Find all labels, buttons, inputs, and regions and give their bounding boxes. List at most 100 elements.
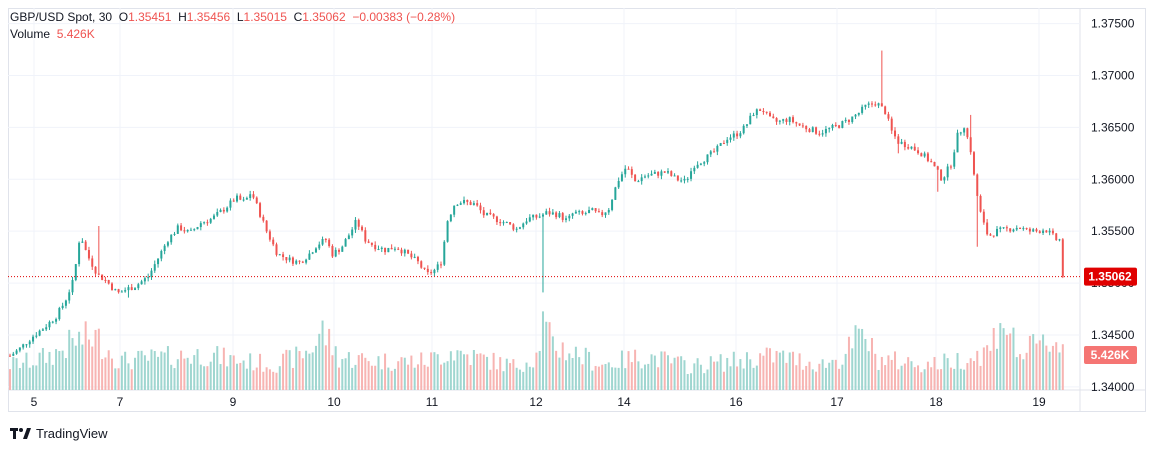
volume-bar [196,349,199,390]
volume-bar [91,346,94,390]
candle-body [989,234,992,236]
volume-bar [387,367,390,390]
volume-bar [630,362,633,390]
volume-bar [170,364,173,390]
candle-body [601,212,604,216]
candle-body [788,117,791,122]
volume-bar [792,351,795,390]
candle-body [726,139,729,144]
price-chart[interactable]: 1.37500 1.37000 1.36500 1.36000 1.35500 1.350… [8,8,1146,412]
volume-bar [851,348,854,390]
volume-bar [219,364,222,390]
volume-bar [180,350,183,390]
candle-body [499,222,502,224]
legend-high-label: H [178,10,187,24]
volume-bar [722,371,725,390]
candle-body [663,171,666,173]
candle-body [568,215,571,219]
chart-area[interactable]: 1.37500 1.37000 1.36500 1.36000 1.35500 1.350… [8,8,1146,412]
candle-body [515,228,518,230]
volume-bar [1038,340,1041,390]
candle-body [18,347,21,351]
volume-bar [318,333,321,390]
candle-body [301,261,304,263]
legend-close-value: 1.35062 [302,10,346,24]
volume-bar [252,370,255,390]
candle-body [449,214,452,222]
volume-bar [535,352,538,390]
candle-body [420,261,423,268]
volume-bar [110,358,113,390]
volume-bar [614,367,617,390]
x-tick-label: 19 [1032,395,1046,409]
candle-body [834,124,837,126]
candle-body [439,264,442,266]
volume-bar [755,365,758,390]
volume-bar [532,367,535,390]
candle-body [986,222,989,235]
volume-bar [84,321,87,390]
volume-bar [28,367,31,390]
candle-body [742,125,745,134]
volume-bar [538,350,541,390]
volume-bar [150,349,153,390]
volume-bar [505,358,508,390]
volume-bar [1002,328,1005,390]
volume-bar [693,363,696,390]
candle-body [772,116,775,119]
volume-bar [1022,359,1025,390]
volume-bar [808,361,811,390]
volume-bar [597,366,600,390]
candle-body [78,242,81,265]
volume-bar [976,350,979,390]
volume-bar [943,353,946,390]
candle-body [755,109,758,115]
volume-bar [216,346,219,390]
candle-body [157,258,160,265]
candle-body [729,137,732,140]
volume-bar [482,354,485,390]
candle-body [538,216,541,218]
tradingview-brand[interactable]: TradingView [10,426,108,441]
volume-bar [328,328,331,390]
volume-bar [203,366,206,390]
volume-bar [12,357,15,390]
volume-bar [324,345,327,390]
candle-body [1061,239,1064,277]
volume-bar [788,352,791,390]
candle-body [607,209,610,213]
candle-body [703,162,706,164]
volume-bar [1042,334,1045,390]
volume-bar [245,368,248,390]
ohlc-legend: GBP/USD Spot, 30 O1.35451 H1.35456 L1.35… [10,10,455,24]
candle-body [861,106,864,113]
volume-bar [18,368,21,390]
volume-bar [966,363,969,390]
volume-bar [298,351,301,390]
volume-bar [278,366,281,390]
volume-bar [453,360,456,390]
volume-bar [176,359,179,390]
volume-bar [410,355,413,390]
candle-body [949,166,952,168]
volume-bar [936,369,939,390]
volume-bar [732,351,735,390]
volume-bar [374,365,377,390]
volume-bar [101,359,104,390]
volume-bar [565,360,568,390]
candle-body [1019,227,1022,229]
volume-bar [551,336,554,390]
volume-bar [1019,354,1022,390]
x-tick-label: 7 [117,395,124,409]
candle-body [525,221,528,224]
candle-body [334,249,337,257]
volume-bar [571,358,574,390]
volume-bar [601,364,604,390]
volume-bar [857,328,860,390]
candle-body [252,194,255,198]
candle-body [393,248,396,250]
candle-body [867,103,870,105]
candle-body [505,222,508,224]
candle-body [627,168,630,170]
candle-body [426,268,429,273]
